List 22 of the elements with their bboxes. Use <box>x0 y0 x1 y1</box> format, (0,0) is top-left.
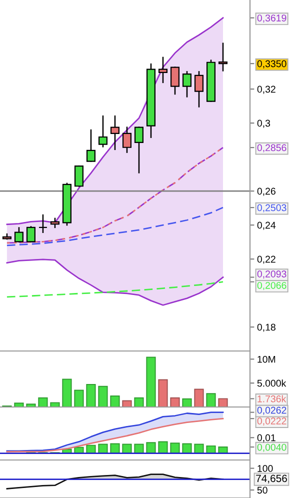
y-tick-label: 0,01 <box>257 434 276 442</box>
y-tick-label: 0,18 <box>257 324 276 332</box>
y-tick-label: 1.736k <box>258 395 286 402</box>
y-tick-label: 0,26 <box>257 188 276 196</box>
y-tick-label: 0,22 <box>257 256 276 264</box>
y-tick-label: 0,2856 <box>257 144 286 152</box>
y-tick-label: 10M <box>258 356 276 363</box>
y-tick-label: 0,0222 <box>257 418 286 426</box>
y-tick-label: 5.000k <box>257 380 286 387</box>
y-tick-label: 50 <box>257 486 268 494</box>
y-tick-label: 0,32 <box>257 86 276 94</box>
y-tick-label: 100 <box>258 465 273 472</box>
y-tick-label: 0,3619 <box>257 14 286 23</box>
y-tick-label: 0,0040 <box>257 444 286 452</box>
y-tick-label: 0,3 <box>257 120 270 128</box>
y-tick-label: 0,2066 <box>257 282 286 290</box>
y-tick-label: 0,0262 <box>257 406 286 415</box>
ref-line-label: 74,656 <box>256 474 287 484</box>
y-tick-label: 0,2503 <box>257 204 286 212</box>
y-tick-label: 0,24 <box>257 222 276 230</box>
y-tick-label: 0,2093 <box>257 270 286 279</box>
y-tick-label: 0,3350 <box>257 60 286 68</box>
